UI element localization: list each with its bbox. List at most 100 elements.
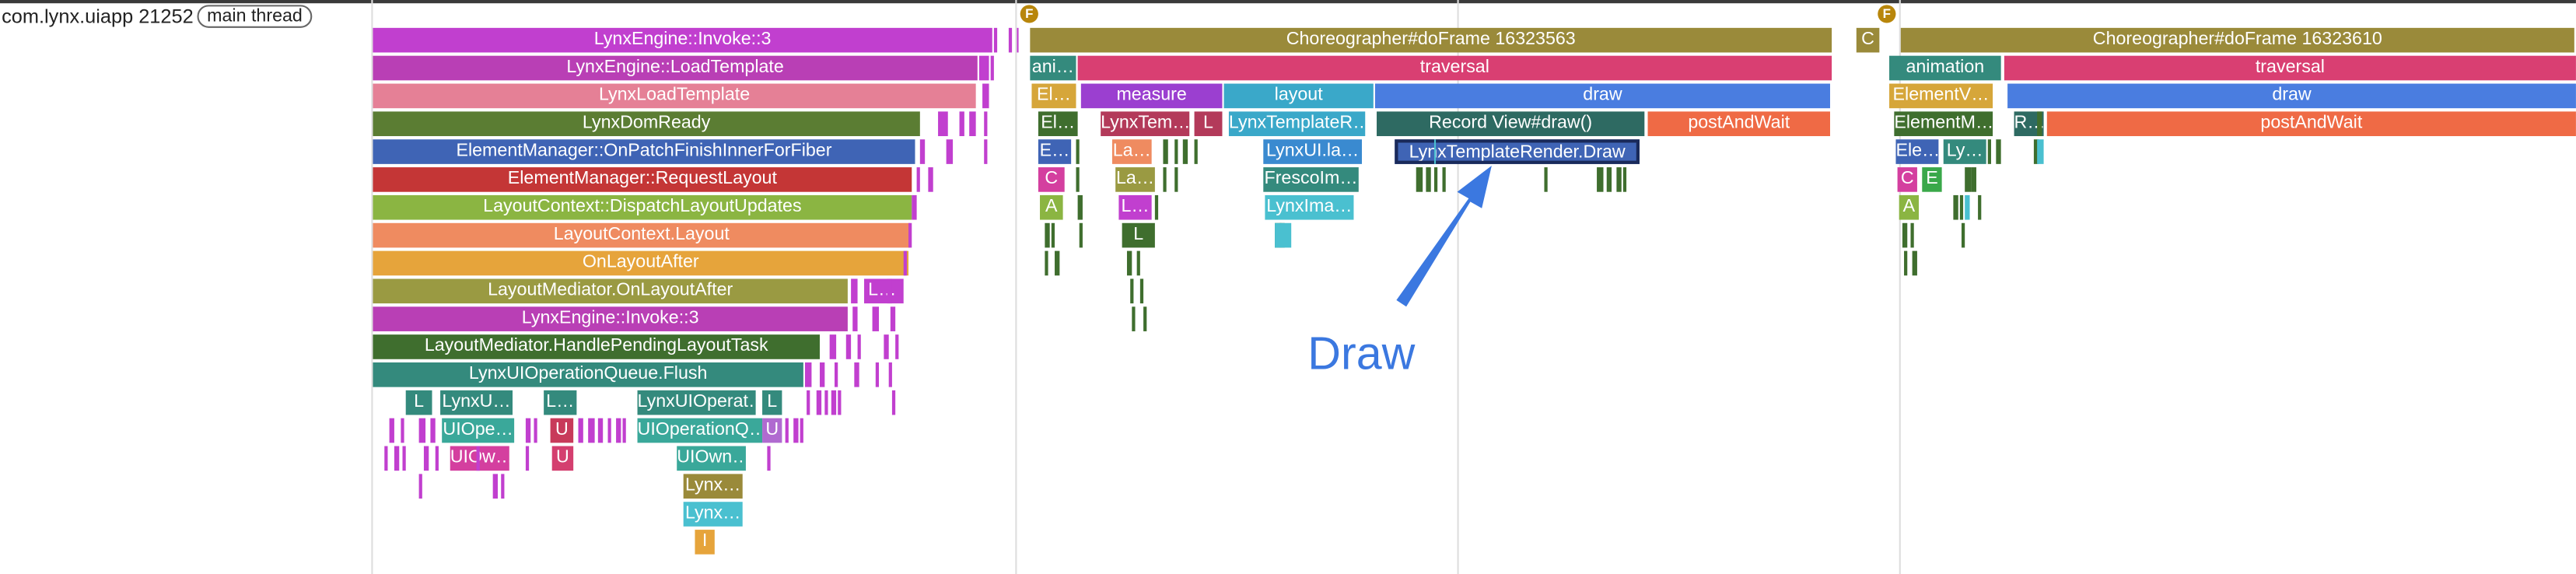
mini-slice[interactable] [501, 474, 505, 499]
trace-slice[interactable]: LynxUIOperat… [637, 390, 756, 415]
trace-slice[interactable]: I [695, 530, 715, 555]
mini-slice[interactable] [1076, 167, 1080, 192]
mini-slice[interactable] [1126, 250, 1132, 276]
mini-slice[interactable] [607, 418, 611, 443]
mini-slice[interactable] [816, 390, 822, 415]
mini-slice[interactable] [888, 362, 892, 387]
mini-slice[interactable] [838, 390, 842, 415]
mini-slice[interactable] [800, 418, 803, 443]
mini-slice[interactable] [525, 446, 530, 471]
mini-slice[interactable] [1194, 139, 1198, 164]
mini-slice[interactable] [1971, 167, 1976, 192]
mini-slice[interactable] [2037, 111, 2042, 137]
trace-slice[interactable]: layout [1223, 83, 1374, 109]
mini-slice[interactable] [891, 390, 896, 415]
mini-slice[interactable] [1076, 139, 1080, 164]
trace-slice[interactable]: traversal [1077, 55, 1832, 81]
mini-slice[interactable] [418, 418, 426, 443]
mini-slice[interactable] [1051, 222, 1055, 248]
mini-slice[interactable] [2033, 139, 2039, 164]
mini-slice[interactable] [857, 334, 861, 359]
trace-slice[interactable]: Lynx… [683, 502, 743, 527]
mini-slice[interactable] [845, 334, 852, 359]
mini-slice[interactable] [903, 250, 907, 276]
trace-slice[interactable]: E [1922, 167, 1942, 192]
mini-slice[interactable] [984, 111, 988, 137]
mini-slice[interactable] [1996, 139, 2001, 164]
trace-slice[interactable]: postAndWait [2046, 111, 2576, 137]
mini-slice[interactable] [1136, 250, 1140, 276]
mini-slice[interactable] [912, 194, 917, 220]
mini-slice[interactable] [819, 362, 825, 387]
trace-slice[interactable]: Record View#draw() [1377, 111, 1645, 137]
mini-slice[interactable] [476, 446, 480, 471]
mini-slice[interactable] [616, 418, 621, 443]
mini-slice[interactable] [804, 362, 812, 387]
mini-slice[interactable] [622, 418, 626, 443]
mini-slice[interactable] [418, 474, 422, 499]
mini-slice[interactable] [916, 167, 920, 192]
mini-slice[interactable] [597, 418, 604, 443]
mini-slice[interactable] [1163, 167, 1167, 192]
mini-slice[interactable] [1544, 167, 1548, 192]
mini-slice[interactable] [895, 334, 899, 359]
trace-slice[interactable]: C [1897, 167, 1917, 192]
mini-slice[interactable] [2037, 139, 2044, 164]
mini-slice[interactable] [1079, 222, 1083, 248]
trace-slice[interactable]: LynxTem… [1101, 111, 1190, 137]
mini-slice[interactable] [959, 111, 964, 137]
mini-slice[interactable] [834, 362, 838, 387]
mini-slice[interactable] [1143, 306, 1147, 331]
trace-slice[interactable]: U [762, 418, 782, 443]
trace-slice[interactable]: LynxIma… [1265, 194, 1354, 220]
trace-slice[interactable]: A [1040, 194, 1063, 220]
mini-slice[interactable] [908, 222, 912, 248]
trace-slice[interactable]: La… [1111, 139, 1152, 164]
mini-slice[interactable] [887, 278, 892, 304]
trace-slice[interactable]: LynxU… [440, 390, 513, 415]
mini-slice[interactable] [1904, 250, 1908, 276]
trace-slice[interactable]: L [762, 390, 782, 415]
trace-slice[interactable]: LynxEngine::LoadTemplate [373, 55, 978, 81]
trace-slice[interactable]: draw [2007, 83, 2576, 109]
trace-slice[interactable]: Ele… [1895, 139, 1939, 164]
mini-slice[interactable] [423, 446, 429, 471]
mini-slice[interactable] [1978, 194, 1982, 220]
mini-slice[interactable] [1130, 278, 1134, 304]
mini-slice[interactable] [1959, 194, 1964, 220]
trace-slice[interactable]: ani… [1030, 55, 1076, 81]
mini-slice[interactable] [984, 139, 988, 164]
trace-slice[interactable]: LynxTemplateR… [1228, 111, 1366, 137]
trace-slice[interactable]: Lynx… [683, 474, 743, 499]
trace-slice[interactable]: draw [1374, 83, 1830, 109]
trace-slice[interactable]: LayoutContext::DispatchLayoutUpdates [373, 194, 912, 220]
mini-slice[interactable] [946, 139, 954, 164]
trace-slice[interactable]: LayoutMediator.OnLayoutAfter [373, 278, 848, 304]
trace-slice[interactable]: traversal [2004, 55, 2576, 81]
mini-slice[interactable] [1442, 167, 1446, 192]
trace-slice[interactable]: LynxUI.la… [1263, 139, 1363, 164]
trace-slice[interactable]: Ly… [1943, 139, 1986, 164]
mini-slice[interactable] [982, 83, 989, 109]
trace-slice[interactable]: U [551, 446, 574, 471]
mini-slice[interactable] [1910, 222, 1914, 248]
mini-slice[interactable] [1182, 139, 1188, 164]
mini-slice[interactable] [793, 418, 799, 443]
mini-slice[interactable] [875, 362, 880, 387]
mini-slice[interactable] [1132, 306, 1136, 331]
flag-icon[interactable]: F [1878, 5, 1896, 23]
mini-slice[interactable] [1154, 194, 1159, 220]
mini-slice[interactable] [1953, 194, 1958, 220]
mini-slice[interactable] [854, 362, 859, 387]
mini-slice[interactable] [1045, 250, 1048, 276]
trace-slice[interactable]: OnLayoutAfter [373, 250, 909, 276]
trace-slice[interactable]: Choreographer#doFrame 16323610 [1900, 27, 2574, 53]
mini-slice[interactable] [829, 334, 837, 359]
mini-slice[interactable] [993, 27, 998, 53]
mini-slice[interactable] [900, 278, 904, 304]
trace-slice[interactable]: animation [1889, 55, 2001, 81]
mini-slice[interactable] [394, 446, 400, 471]
mini-slice[interactable] [1416, 167, 1423, 192]
mini-slice[interactable] [525, 418, 531, 443]
trace-slice[interactable]: L [1194, 111, 1223, 137]
